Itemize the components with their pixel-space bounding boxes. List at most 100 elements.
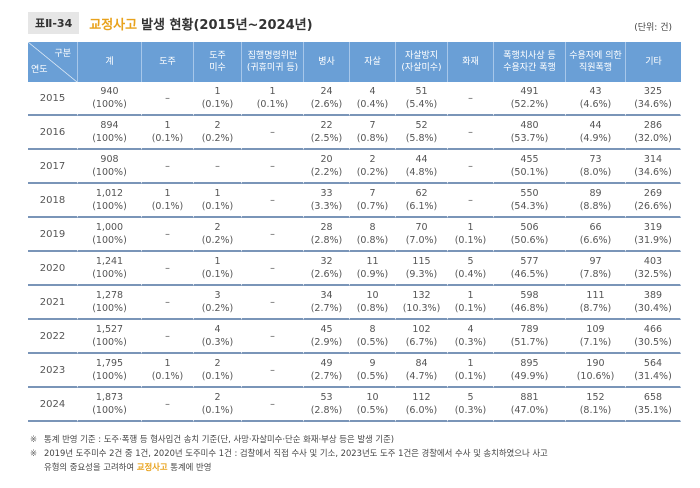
data-cell: 20 (2.2%) — [304, 150, 350, 184]
cell-count: 403 — [643, 256, 663, 267]
cell-count: 115 — [412, 256, 431, 267]
header-staff-assault: 수용자에 의한 직원폭행 — [566, 42, 626, 82]
cell-count: 89 — [589, 188, 602, 199]
cell-percent: (2.2%) — [310, 167, 343, 178]
cell-count: 52 — [415, 120, 428, 131]
data-cell: 658 (35.1%) — [626, 388, 681, 422]
year-cell: 2015 — [28, 82, 78, 116]
cell-count: 51 — [415, 86, 428, 97]
cell-count: – — [165, 296, 170, 308]
data-cell: 4 (0.3%) — [194, 320, 242, 354]
cell-count: 20 — [320, 154, 333, 165]
data-cell: 7 (0.7%) — [350, 184, 396, 218]
data-cell: 89 (8.8%) — [566, 184, 626, 218]
cell-count: 881 — [520, 392, 539, 403]
cell-count: 102 — [412, 324, 431, 335]
data-cell: 1,278 (100%) — [78, 286, 142, 320]
cell-count: 598 — [520, 290, 539, 301]
cell-count: 24 — [320, 86, 333, 97]
data-cell: 34 (2.7%) — [304, 286, 350, 320]
cell-percent: (4.8%) — [405, 167, 438, 178]
cell-percent: (49.9%) — [510, 371, 549, 382]
cell-percent: (5.8%) — [405, 133, 438, 144]
cell-count: 5 — [467, 256, 474, 267]
data-cell: 1 (0.1%) — [448, 218, 494, 252]
data-cell: 1 (0.1%) — [194, 184, 242, 218]
cell-count: 389 — [643, 290, 663, 301]
data-cell: – — [242, 286, 304, 320]
cell-count: 45 — [320, 324, 333, 335]
data-cell: 24 (2.6%) — [304, 82, 350, 116]
cell-count: 1 — [164, 120, 171, 131]
cell-count: 44 — [415, 154, 428, 165]
data-cell: 111 (8.7%) — [566, 286, 626, 320]
cell-percent: (5.4%) — [405, 99, 438, 110]
cell-count: 550 — [520, 188, 539, 199]
cell-count: 4 — [369, 86, 376, 97]
data-cell: – — [142, 218, 194, 252]
data-cell: 43 (4.6%) — [566, 82, 626, 116]
year-cell: 2022 — [28, 320, 78, 354]
data-cell: 70 (7.0%) — [396, 218, 448, 252]
cell-count: – — [270, 126, 275, 138]
data-cell: 73 (8.0%) — [566, 150, 626, 184]
data-cell: 33 (3.3%) — [304, 184, 350, 218]
title-rest: 발생 현황(2015년~2024년) — [141, 17, 313, 33]
title-text: 교정사고 발생 현황(2015년~2024년) — [89, 14, 312, 33]
cell-percent: (35.1%) — [634, 405, 672, 416]
year-cell: 2018 — [28, 184, 78, 218]
unit-label: (단위: 건) — [634, 23, 672, 33]
cell-percent: (6.6%) — [579, 235, 612, 246]
data-cell: 1,012 (100%) — [78, 184, 142, 218]
cell-percent: (4.9%) — [579, 133, 612, 144]
cell-count: 895 — [520, 358, 539, 369]
cell-percent: (10.3%) — [402, 303, 441, 314]
cell-percent: (32.5%) — [634, 269, 672, 280]
cell-percent: (100%) — [92, 337, 127, 348]
cell-count: 152 — [586, 392, 605, 403]
data-cell: 97 (7.8%) — [566, 252, 626, 286]
cell-percent: (0.1%) — [256, 99, 289, 110]
year-cell: 2023 — [28, 354, 78, 388]
data-cell: 881 (47.0%) — [494, 388, 566, 422]
cell-count: 111 — [586, 290, 605, 301]
cell-percent: (100%) — [92, 133, 127, 144]
cell-count: – — [468, 92, 473, 104]
cell-count: 658 — [643, 392, 663, 403]
cell-percent: (52.2%) — [510, 99, 549, 110]
cell-count: 66 — [589, 222, 602, 233]
cell-count: 3 — [214, 290, 221, 301]
cell-percent: (26.6%) — [634, 201, 672, 212]
data-cell: 84 (4.7%) — [396, 354, 448, 388]
incident-table: 구분 연도 계 도주 도주 미수 집행명령위반 (귀휴미귀 등) 병사 자살 자살방… — [28, 42, 681, 422]
data-cell: – — [448, 82, 494, 116]
data-cell: 564 (31.4%) — [626, 354, 681, 388]
cell-count: 269 — [643, 188, 663, 199]
cell-percent: (8.1%) — [579, 405, 612, 416]
data-cell: – — [242, 184, 304, 218]
cell-count: 53 — [320, 392, 333, 403]
data-cell: – — [242, 388, 304, 422]
cell-count: 1 — [467, 290, 474, 301]
year-cell: 2024 — [28, 388, 78, 422]
data-cell: 115 (9.3%) — [396, 252, 448, 286]
cell-count: 2 — [214, 120, 221, 131]
cell-count: 49 — [320, 358, 333, 369]
header-other: 기타 — [626, 42, 681, 82]
cell-count: 32 — [320, 256, 333, 267]
cell-count: 4 — [467, 324, 474, 335]
cell-count: 577 — [520, 256, 539, 267]
data-cell: 1 (0.1%) — [142, 184, 194, 218]
data-cell: – — [142, 252, 194, 286]
data-cell: 32 (2.6%) — [304, 252, 350, 286]
data-cell: 1 (0.1%) — [242, 82, 304, 116]
data-cell: 66 (6.6%) — [566, 218, 626, 252]
cell-count: 1 — [214, 86, 221, 97]
corner-year-label: 연도 — [31, 65, 48, 75]
data-cell: 22 (2.5%) — [304, 116, 350, 150]
data-cell: 314 (34.6%) — [626, 150, 681, 184]
data-cell: 62 (6.1%) — [396, 184, 448, 218]
footnotes: ※ 통계 반영 기준 : 도주·폭행 등 형사입건 송치 기준(단, 사망·자살… — [30, 432, 680, 474]
data-cell: 152 (8.1%) — [566, 388, 626, 422]
cell-count: 97 — [589, 256, 602, 267]
